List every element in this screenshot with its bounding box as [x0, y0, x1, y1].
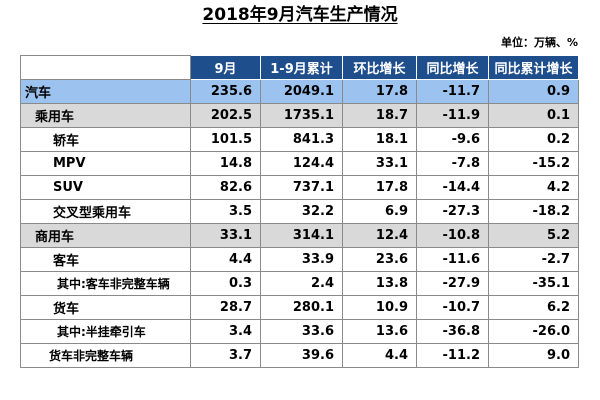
- row-label: 客车: [20, 247, 191, 272]
- value-cell: 32.2: [260, 199, 343, 224]
- value-cell: 6.2: [488, 295, 579, 320]
- value-cell: 101.5: [190, 127, 261, 152]
- value-cell: 1735.1: [260, 103, 343, 128]
- value-cell: 33.1: [342, 151, 417, 176]
- value-cell: 10.9: [342, 295, 417, 320]
- value-cell: -27.9: [416, 271, 489, 296]
- value-cell: -9.6: [416, 127, 489, 152]
- column-header: 同比累计增长: [488, 55, 579, 80]
- value-cell: 737.1: [260, 175, 343, 200]
- row-label: 其中:半挂牵引车: [20, 319, 191, 344]
- value-cell: 124.4: [260, 151, 343, 176]
- value-cell: -11.9: [416, 103, 489, 128]
- row-label: 商用车: [20, 223, 191, 248]
- production-table: 9月 1-9月累计 环比增长 同比增长 同比累计增长 汽车 235.6 2049.1…: [20, 55, 579, 368]
- table-body: 汽车 235.6 2049.1 17.8 -11.7 0.9 乘用车 202.5 1735.1 1…: [20, 79, 579, 368]
- value-cell: -18.2: [488, 199, 579, 224]
- column-header: 同比增长: [416, 55, 489, 80]
- row-label: SUV: [20, 175, 191, 200]
- value-cell: 0.1: [488, 103, 579, 128]
- value-cell: -35.1: [488, 271, 579, 296]
- value-cell: 4.4: [342, 343, 417, 368]
- table-row: 乘用车 202.5 1735.1 18.7 -11.9 0.1: [20, 103, 579, 128]
- value-cell: 202.5: [190, 103, 261, 128]
- value-cell: 82.6: [190, 175, 261, 200]
- value-cell: 3.7: [190, 343, 261, 368]
- value-cell: 9.0: [488, 343, 579, 368]
- value-cell: -26.0: [488, 319, 579, 344]
- value-cell: 13.8: [342, 271, 417, 296]
- value-cell: 17.8: [342, 175, 417, 200]
- row-label: 货车: [20, 295, 191, 320]
- value-cell: 28.7: [190, 295, 261, 320]
- header-corner-cell: [20, 55, 191, 80]
- table-row: 客车 4.4 33.9 23.6 -11.6 -2.7: [20, 247, 579, 272]
- value-cell: 5.2: [488, 223, 579, 248]
- value-cell: 39.6: [260, 343, 343, 368]
- table-row: MPV 14.8 124.4 33.1 -7.8 -15.2: [20, 151, 579, 176]
- row-label: 货车非完整车辆: [20, 343, 191, 368]
- value-cell: 33.6: [260, 319, 343, 344]
- value-cell: 23.6: [342, 247, 417, 272]
- value-cell: 4.2: [488, 175, 579, 200]
- value-cell: -11.6: [416, 247, 489, 272]
- value-cell: 2.4: [260, 271, 343, 296]
- value-cell: 314.1: [260, 223, 343, 248]
- column-header: 9月: [190, 55, 261, 80]
- value-cell: 0.3: [190, 271, 261, 296]
- value-cell: -36.8: [416, 319, 489, 344]
- table-row: 轿车 101.5 841.3 18.1 -9.6 0.2: [20, 127, 579, 152]
- row-label: 轿车: [20, 127, 191, 152]
- column-header: 1-9月累计: [260, 55, 343, 80]
- value-cell: 12.4: [342, 223, 417, 248]
- column-header: 环比增长: [342, 55, 417, 80]
- value-cell: -14.4: [416, 175, 489, 200]
- row-label: 汽车: [20, 79, 191, 104]
- value-cell: -15.2: [488, 151, 579, 176]
- value-cell: 17.8: [342, 79, 417, 104]
- value-cell: 235.6: [190, 79, 261, 104]
- value-cell: 4.4: [190, 247, 261, 272]
- value-cell: -2.7: [488, 247, 579, 272]
- table-row: 货车 28.7 280.1 10.9 -10.7 6.2: [20, 295, 579, 320]
- value-cell: -11.2: [416, 343, 489, 368]
- table-row: 交叉型乘用车 3.5 32.2 6.9 -27.3 -18.2: [20, 199, 579, 224]
- value-cell: 0.9: [488, 79, 579, 104]
- value-cell: 280.1: [260, 295, 343, 320]
- value-cell: 2049.1: [260, 79, 343, 104]
- row-label: MPV: [20, 151, 191, 176]
- value-cell: 3.4: [190, 319, 261, 344]
- page-title: 2018年9月汽车生产情况: [202, 5, 398, 25]
- table-row: SUV 82.6 737.1 17.8 -14.4 4.2: [20, 175, 579, 200]
- table-row: 商用车 33.1 314.1 12.4 -10.8 5.2: [20, 223, 579, 248]
- value-cell: 6.9: [342, 199, 417, 224]
- row-label: 其中:客车非完整车辆: [20, 271, 191, 296]
- table-row: 汽车 235.6 2049.1 17.8 -11.7 0.9: [20, 79, 579, 104]
- table-header-row: 9月 1-9月累计 环比增长 同比增长 同比累计增长: [20, 55, 579, 80]
- value-cell: 18.1: [342, 127, 417, 152]
- value-cell: -10.8: [416, 223, 489, 248]
- table-row: 其中:半挂牵引车 3.4 33.6 13.6 -36.8 -26.0: [20, 319, 579, 344]
- value-cell: 841.3: [260, 127, 343, 152]
- value-cell: 0.2: [488, 127, 579, 152]
- value-cell: -10.7: [416, 295, 489, 320]
- value-cell: 14.8: [190, 151, 261, 176]
- table-row: 其中:客车非完整车辆 0.3 2.4 13.8 -27.9 -35.1: [20, 271, 579, 296]
- value-cell: 33.1: [190, 223, 261, 248]
- unit-note: 单位：万辆、%: [500, 36, 578, 49]
- row-label: 交叉型乘用车: [20, 199, 191, 224]
- value-cell: 33.9: [260, 247, 343, 272]
- value-cell: -27.3: [416, 199, 489, 224]
- value-cell: 3.5: [190, 199, 261, 224]
- table-row: 货车非完整车辆 3.7 39.6 4.4 -11.2 9.0: [20, 343, 579, 368]
- value-cell: -7.8: [416, 151, 489, 176]
- value-cell: 13.6: [342, 319, 417, 344]
- value-cell: -11.7: [416, 79, 489, 104]
- row-label: 乘用车: [20, 103, 191, 128]
- value-cell: 18.7: [342, 103, 417, 128]
